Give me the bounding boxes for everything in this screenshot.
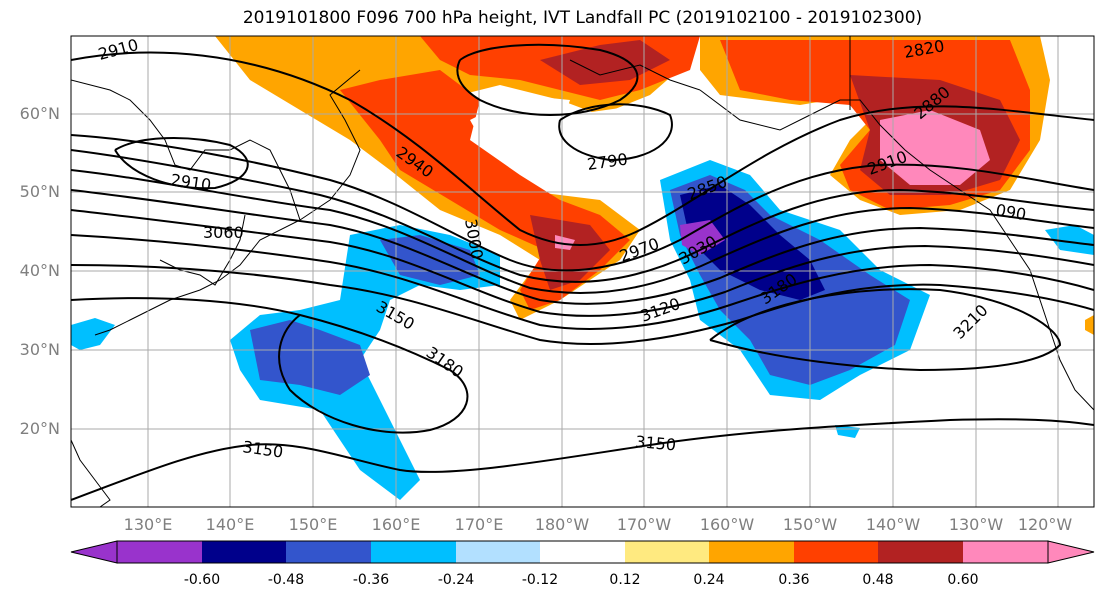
colorbar-bin — [878, 541, 963, 563]
colorbar-tick-label: 0.12 — [609, 572, 641, 588]
lat-label-40n: 40°N — [19, 261, 60, 280]
lon-label: 180°W — [534, 515, 590, 534]
colorbar-tick-label: 0.36 — [778, 572, 810, 588]
colorbar-tick-label: -0.60 — [183, 572, 221, 588]
lon-label: 150°E — [288, 515, 338, 534]
colorbar-left-extension — [70, 540, 118, 564]
lon-label: 140°W — [865, 515, 921, 534]
map-border — [70, 35, 1095, 508]
lon-label: 140°E — [205, 515, 255, 534]
lat-label-30n: 30°N — [19, 340, 60, 359]
colorbar-bin — [709, 541, 794, 563]
lon-label: 130°E — [123, 515, 173, 534]
colorbar-bin — [371, 541, 456, 563]
colorbar-tick-label: 0.48 — [862, 572, 894, 588]
lat-label-20n: 20°N — [19, 419, 60, 438]
lon-label: 150°W — [782, 515, 838, 534]
colorbar-bin — [794, 541, 878, 563]
height-contours — [71, 43, 1094, 501]
colorbar-tick-label: 0.60 — [947, 572, 979, 588]
colorbar-tick-label: -0.48 — [267, 572, 305, 588]
colorbar-bin — [456, 541, 540, 563]
lon-label: 160°W — [699, 515, 755, 534]
contour-label: 3060 — [203, 223, 244, 242]
colorbar-tick-label: -0.36 — [352, 572, 390, 588]
colorbar-bin — [117, 541, 202, 563]
colorbar-tick-label: -0.12 — [521, 572, 559, 588]
contour-label: 3150 — [635, 432, 677, 454]
map-title: 2019101800 F096 700 hPa height, IVT Land… — [242, 8, 923, 28]
colorbar-bin — [625, 541, 709, 563]
colorbar-bin — [202, 541, 286, 563]
colorbar-bin — [540, 541, 625, 563]
graticule — [71, 36, 1094, 507]
colorbar-bin — [963, 541, 1048, 563]
lon-label: 130°W — [948, 515, 1004, 534]
coastlines — [71, 36, 1094, 507]
lat-label-50n: 50°N — [19, 182, 60, 201]
colorbar — [70, 540, 1095, 564]
colorbar-tick-label: 0.24 — [693, 572, 725, 588]
colorbar-tick-label: -0.24 — [437, 572, 475, 588]
lon-label: 120°W — [1017, 515, 1073, 534]
lon-label: 170°E — [454, 515, 504, 534]
lat-label-60n: 60°N — [19, 104, 60, 123]
lon-label: 170°W — [616, 515, 672, 534]
lon-label: 160°E — [371, 515, 421, 534]
colorbar-bin — [286, 541, 371, 563]
colorbar-right-extension — [1047, 540, 1095, 564]
